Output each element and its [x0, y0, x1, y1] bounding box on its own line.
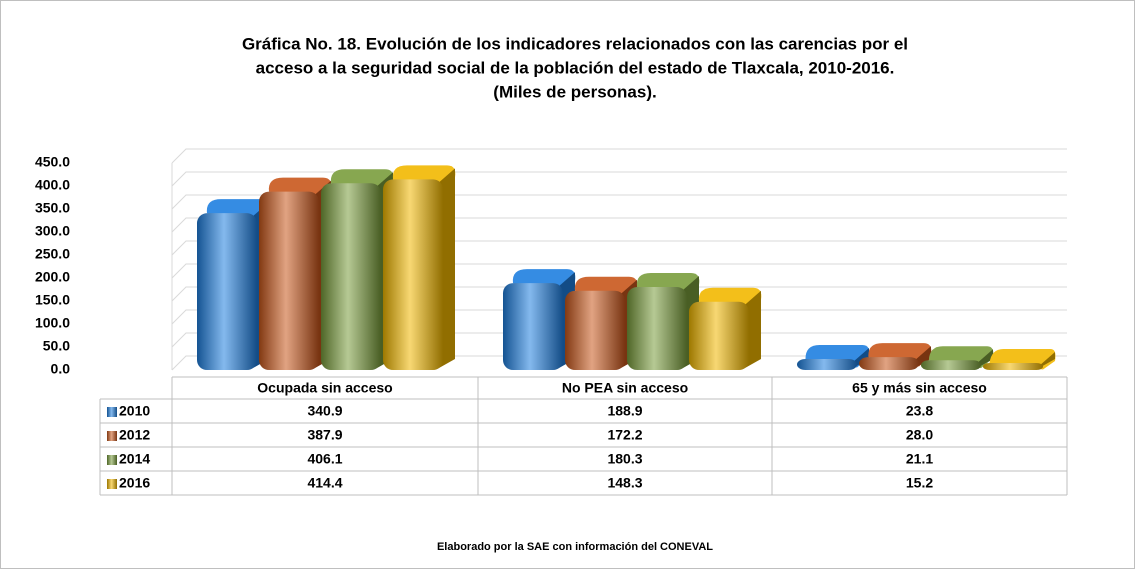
data-label: 188.9 [607, 403, 642, 419]
bar [859, 357, 919, 370]
bar [921, 360, 981, 370]
y-tick-label: 400.0 [35, 177, 70, 193]
data-label: 15.2 [906, 475, 933, 491]
grid-line [171, 355, 1067, 371]
source-note: Elaborado por la SAE con información del… [437, 541, 713, 553]
y-tick-label: 150.0 [35, 292, 70, 308]
bar-side [915, 346, 931, 368]
legend-label: 2012 [119, 427, 150, 443]
bar [259, 191, 319, 370]
bar [503, 283, 563, 370]
legend-label: 2010 [119, 403, 150, 419]
data-label: 387.9 [307, 427, 342, 443]
y-tick-label: 100.0 [35, 315, 70, 331]
x-tick-label: No PEA sin acceso [562, 380, 688, 396]
legend-swatch [107, 431, 117, 441]
y-tick-label: 50.0 [43, 338, 70, 354]
chart-title: (Miles de personas). [493, 82, 656, 101]
chart-title: Gráfica No. 18. Evolución de los indicad… [242, 34, 908, 53]
data-label: 28.0 [906, 427, 933, 443]
data-label: 414.4 [307, 475, 342, 491]
bar-side [977, 349, 993, 368]
grid-line [171, 286, 1067, 302]
bar-side [853, 348, 869, 368]
x-tick-label: Ocupada sin acceso [257, 380, 392, 396]
data-label: 406.1 [307, 451, 342, 467]
legend-swatch [107, 479, 117, 489]
data-label: 180.3 [607, 451, 642, 467]
bar [321, 183, 381, 370]
grid-line [171, 263, 1067, 279]
legend-swatch [107, 407, 117, 417]
x-tick-label: 65 y más sin acceso [852, 380, 987, 396]
y-tick-label: 200.0 [35, 269, 70, 285]
grid-line [171, 194, 1067, 210]
bar [627, 287, 687, 370]
bar [197, 213, 257, 370]
bar [565, 290, 625, 370]
y-tick-label: 250.0 [35, 246, 70, 262]
grid-line [171, 332, 1067, 348]
bar [797, 359, 857, 370]
data-label: 23.8 [906, 403, 933, 419]
legend-label: 2014 [119, 451, 150, 467]
data-label: 148.3 [607, 475, 642, 491]
y-tick-label: 0.0 [51, 361, 71, 377]
y-tick-label: 300.0 [35, 223, 70, 239]
y-tick-label: 350.0 [35, 200, 70, 216]
grid-line [171, 171, 1067, 187]
bar [689, 301, 749, 370]
bar [983, 363, 1043, 370]
legend-swatch [107, 455, 117, 465]
grid-line [171, 240, 1067, 256]
bar-side [1039, 352, 1055, 368]
grid-line [171, 309, 1067, 325]
data-label: 21.1 [906, 451, 933, 467]
y-tick-label: 450.0 [35, 154, 70, 170]
chart-title: acceso a la seguridad social de la pobla… [256, 58, 895, 77]
grid-line [171, 148, 1067, 164]
legend-label: 2016 [119, 475, 150, 491]
data-label: 340.9 [307, 403, 342, 419]
data-label: 172.2 [607, 427, 642, 443]
bar [383, 179, 443, 370]
grid-line [171, 217, 1067, 233]
